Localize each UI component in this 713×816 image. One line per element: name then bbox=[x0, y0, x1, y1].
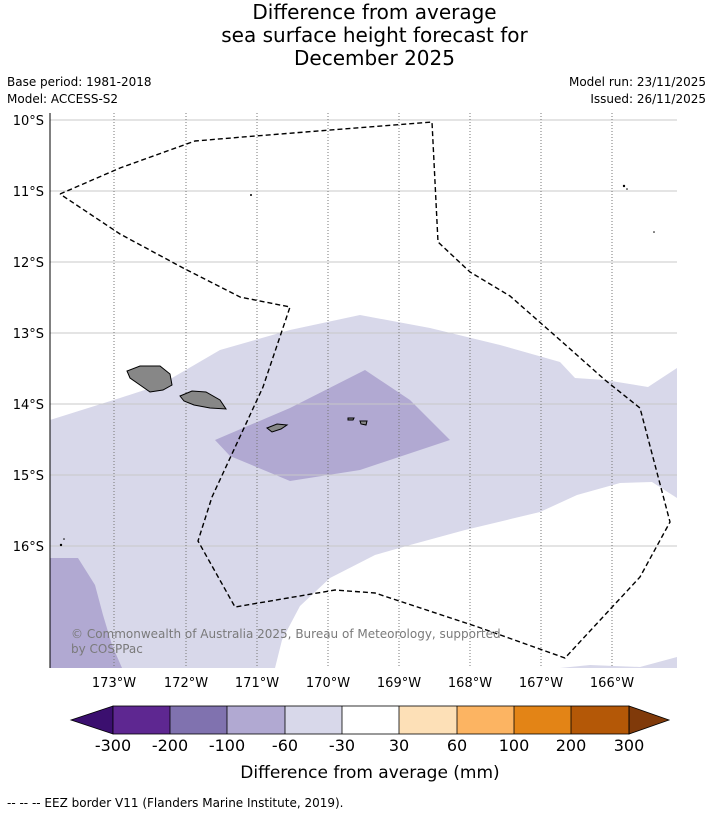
cb-tick-30: 30 bbox=[389, 736, 409, 755]
island-upolu bbox=[179, 390, 227, 410]
colorbar-bin-4 bbox=[285, 706, 342, 734]
model-run-text: Model run: 23/11/2025 bbox=[568, 75, 706, 89]
anomaly-region-mid bbox=[215, 370, 450, 481]
lat-label-10s: 10°S bbox=[13, 114, 44, 129]
meta-left: Base period: 1981-2018 Model: ACCESS-S2 bbox=[7, 74, 152, 108]
lon-label-167w: 167°W bbox=[519, 676, 563, 691]
small-islets bbox=[59, 184, 655, 547]
eez-footnote: -- -- -- EEZ border V11 (Flanders Marine… bbox=[7, 796, 344, 810]
colorbar-bin-6 bbox=[399, 706, 457, 734]
lon-label-170w: 170°W bbox=[306, 676, 350, 691]
island-tutuila bbox=[266, 423, 289, 433]
lon-gridlines bbox=[113, 113, 613, 668]
lat-label-11s: 11°S bbox=[13, 185, 44, 200]
lat-label-16s: 16°S bbox=[13, 540, 44, 555]
lat-gridlines bbox=[50, 119, 677, 547]
colorbar-extend-high bbox=[628, 705, 671, 735]
lon-label-173w: 173°W bbox=[92, 676, 136, 691]
colorbar-bin-8 bbox=[514, 706, 571, 734]
colorbar: -300 -200 -100 -60 -30 30 60 100 200 300… bbox=[69, 705, 671, 783]
colorbar-bin-2 bbox=[170, 706, 227, 734]
eez-border-samoa bbox=[59, 121, 671, 659]
lon-label-169w: 169°W bbox=[377, 676, 421, 691]
meta-right: Model run: 23/11/2025 Issued: 26/11/2025 bbox=[569, 74, 706, 108]
cb-tick-m300: -300 bbox=[95, 736, 131, 755]
colorbar-extend-low bbox=[69, 705, 114, 735]
lon-labels: 173°W 172°W 171°W 170°W 169°W 168°W 167°… bbox=[92, 676, 634, 691]
map-title: Difference from average sea surface heig… bbox=[0, 1, 713, 70]
colorbar-label: Difference from average (mm) bbox=[240, 763, 499, 783]
base-period-text: Base period: 1981-2018 bbox=[7, 75, 152, 89]
colorbar-bin-5 bbox=[342, 706, 399, 734]
issued-text: Issued: 26/11/2025 bbox=[590, 92, 706, 106]
title-line-1: Difference from average bbox=[252, 0, 497, 24]
cb-tick-300: 300 bbox=[614, 736, 645, 755]
cb-tick-m60: -60 bbox=[272, 736, 298, 755]
colorbar-ticks: -300 -200 -100 -60 -30 30 60 100 200 300 bbox=[95, 736, 644, 755]
island-tau bbox=[359, 420, 368, 426]
island-savaii bbox=[126, 365, 173, 393]
model-text: Model: ACCESS-S2 bbox=[7, 92, 119, 106]
colorbar-bin-3 bbox=[227, 706, 285, 734]
colorbar-bin-9 bbox=[571, 706, 629, 734]
colorbar-bin-1 bbox=[113, 706, 170, 734]
island-ofu bbox=[347, 417, 355, 421]
copyright-line-1: © Commonwealth of Australia 2025, Bureau… bbox=[71, 627, 501, 641]
lon-label-168w: 168°W bbox=[448, 676, 492, 691]
title-line-3: December 2025 bbox=[294, 46, 455, 70]
lat-label-12s: 12°S bbox=[13, 256, 44, 271]
anomaly-region-mid-sw bbox=[50, 558, 122, 668]
anomaly-region-light-se bbox=[560, 657, 677, 668]
cb-tick-60: 60 bbox=[447, 736, 467, 755]
samoa-islands bbox=[126, 365, 368, 433]
lat-labels: 10°S 11°S 12°S 13°S 14°S 15°S 16°S bbox=[13, 114, 44, 555]
eez-border bbox=[59, 121, 671, 659]
lon-label-171w: 171°W bbox=[235, 676, 279, 691]
cb-tick-m200: -200 bbox=[152, 736, 188, 755]
cb-tick-100: 100 bbox=[499, 736, 530, 755]
cb-tick-m100: -100 bbox=[209, 736, 245, 755]
lat-label-15s: 15°S bbox=[13, 469, 44, 484]
colorbar-bin-7 bbox=[457, 706, 514, 734]
copyright-line-2: by COSPPac bbox=[71, 642, 143, 656]
title-line-2: sea surface height forecast for bbox=[221, 23, 528, 47]
cb-tick-200: 200 bbox=[556, 736, 587, 755]
cb-tick-m30: -30 bbox=[329, 736, 355, 755]
lat-label-14s: 14°S bbox=[13, 398, 44, 413]
lat-label-13s: 13°S bbox=[13, 327, 44, 342]
lon-label-166w: 166°W bbox=[590, 676, 634, 691]
lon-label-172w: 172°W bbox=[164, 676, 208, 691]
